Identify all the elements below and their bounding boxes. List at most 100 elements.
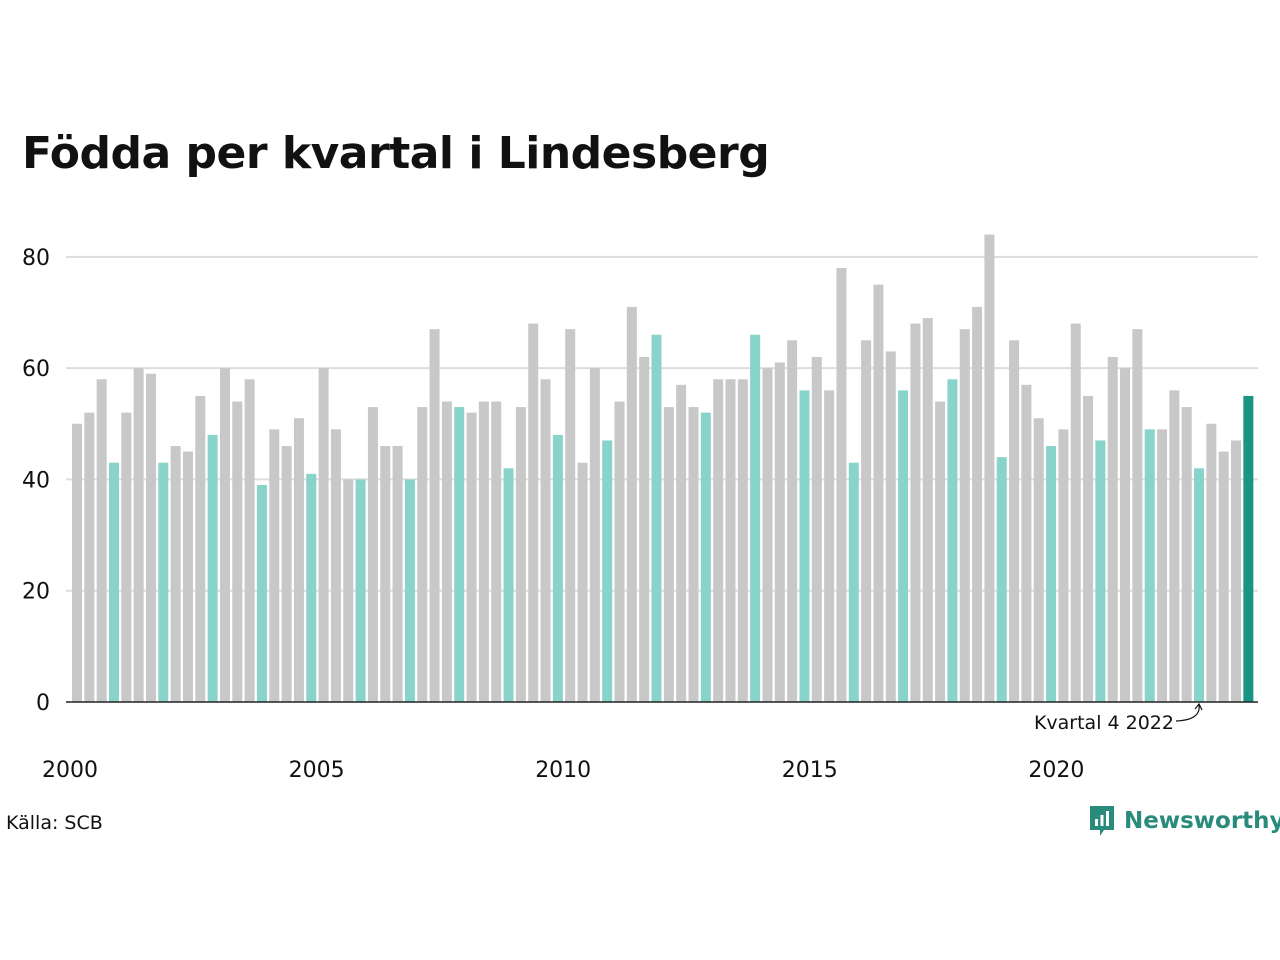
bar: [355, 479, 366, 702]
bars: [72, 234, 1254, 702]
bar: [1157, 429, 1168, 702]
bar: [639, 356, 650, 702]
bar: [1095, 440, 1106, 702]
bar: [959, 329, 970, 702]
bar: [1058, 429, 1069, 702]
bar: [417, 407, 428, 702]
bar: [195, 395, 206, 702]
bar-chart: 0 20 40 60 80 2000 2005 2010 2015 2020 Kvartal 4…: [22, 234, 1258, 783]
bar: [145, 373, 156, 702]
bar: [343, 479, 354, 702]
bar: [207, 434, 218, 702]
y-tick-label: 40: [22, 468, 50, 493]
bar: [269, 429, 280, 702]
bar: [84, 412, 95, 702]
bar: [1231, 440, 1242, 702]
bar: [947, 379, 958, 702]
bar: [725, 379, 736, 702]
brand-logo: Newsworthy: [1088, 804, 1280, 838]
brand-name: Newsworthy: [1124, 808, 1280, 834]
bar: [651, 334, 662, 702]
bar: [133, 368, 144, 702]
x-tick-label: 2010: [535, 758, 591, 783]
bar: [577, 462, 588, 702]
bar: [454, 407, 465, 702]
y-axis-ticks: 0 20 40 60 80: [22, 246, 50, 716]
newsworthy-logo-icon: [1090, 806, 1114, 836]
bar: [984, 234, 995, 702]
bar: [1206, 423, 1217, 702]
bar: [737, 379, 748, 702]
bar: [1070, 323, 1081, 702]
bar: [244, 379, 255, 702]
bar: [700, 412, 711, 702]
bar: [108, 462, 119, 702]
bar: [873, 284, 884, 702]
bar: [1132, 329, 1143, 702]
bar: [799, 390, 810, 702]
bar: [1021, 384, 1032, 702]
x-axis-ticks: 2000 2005 2010 2015 2020: [42, 758, 1084, 783]
bar: [515, 407, 526, 702]
bar: [848, 462, 859, 702]
bar: [367, 407, 378, 702]
bar: [836, 267, 847, 702]
bar: [491, 401, 502, 702]
bar: [774, 362, 785, 702]
bar: [380, 446, 391, 702]
bar: [898, 390, 909, 702]
bar: [565, 329, 576, 702]
bar: [824, 390, 835, 702]
bar: [1009, 340, 1020, 702]
bar: [762, 368, 773, 702]
bar: [466, 412, 477, 702]
bar: [1120, 368, 1131, 702]
annotation-arrowhead: [1194, 702, 1203, 711]
y-tick-label: 0: [36, 691, 50, 716]
y-tick-label: 20: [22, 580, 50, 605]
bar: [589, 368, 600, 702]
bar-highlight: [1243, 395, 1254, 702]
annotation-label: Kvartal 4 2022: [1034, 712, 1174, 734]
x-tick-label: 2005: [289, 758, 345, 783]
bar: [811, 356, 822, 702]
bar: [503, 468, 514, 702]
bar: [1194, 468, 1205, 702]
bar: [293, 418, 304, 702]
source-label: Källa: SCB: [6, 812, 103, 834]
bar: [306, 473, 317, 702]
annotation-arrow: [1175, 704, 1200, 722]
bar: [750, 334, 761, 702]
bar: [170, 446, 181, 702]
bar: [1144, 429, 1155, 702]
bar: [232, 401, 243, 702]
bar: [972, 306, 983, 702]
bar: [935, 401, 946, 702]
bar: [219, 368, 230, 702]
bar: [1218, 451, 1229, 702]
bar: [330, 429, 341, 702]
bar: [787, 340, 798, 702]
bar: [72, 423, 82, 702]
bar: [429, 329, 440, 702]
bar: [121, 412, 132, 702]
bar: [663, 407, 674, 702]
bar: [1107, 356, 1118, 702]
bar: [158, 462, 169, 702]
bar: [602, 440, 613, 702]
bar: [713, 379, 724, 702]
bar: [404, 479, 415, 702]
bar: [528, 323, 539, 702]
x-tick-label: 2015: [782, 758, 838, 783]
bar: [688, 407, 699, 702]
bar: [256, 484, 267, 702]
bar: [861, 340, 872, 702]
bar: [552, 434, 563, 702]
bar: [540, 379, 551, 702]
bar: [910, 323, 921, 702]
chart-title: Födda per kvartal i Lindesberg: [22, 128, 770, 179]
bar: [676, 384, 687, 702]
bar: [392, 446, 403, 702]
bar: [182, 451, 193, 702]
bar: [626, 306, 637, 702]
